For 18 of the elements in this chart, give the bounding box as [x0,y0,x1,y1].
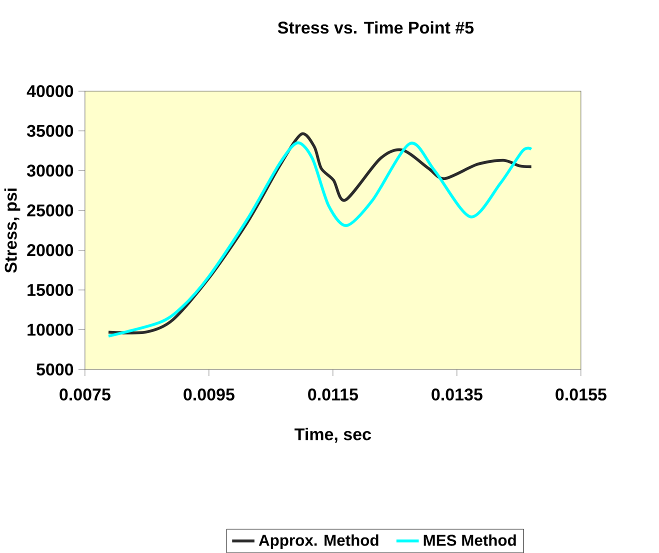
x-tick-label: 0.0095 [184,388,234,400]
x-tick-label: 0.0155 [556,388,606,400]
y-tick-label: 15000 [28,284,74,296]
y-tick-label: 25000 [27,204,74,216]
x-tick-label: 0.0075 [60,388,110,400]
y-tick-label: 20000 [27,244,74,256]
x-axis-title: Time, sec [294,428,372,443]
y-tick-label: 10000 [28,324,74,336]
y-tick-label: 40000 [26,85,74,98]
x-tick-label: 0.0135 [432,388,482,400]
y-tick-label: 5000 [36,363,74,376]
x-tick-label: 0.0115 [308,388,358,400]
y-tick-label: 30000 [26,164,74,177]
y-tick-label: 35000 [26,124,74,137]
y-axis-title: Stress, psi [4,188,20,273]
chart-title: Stress vs. Time Point #5 [278,21,474,34]
legend-label: Approx. Method [258,534,378,549]
legend-label: MES Method [424,534,516,546]
